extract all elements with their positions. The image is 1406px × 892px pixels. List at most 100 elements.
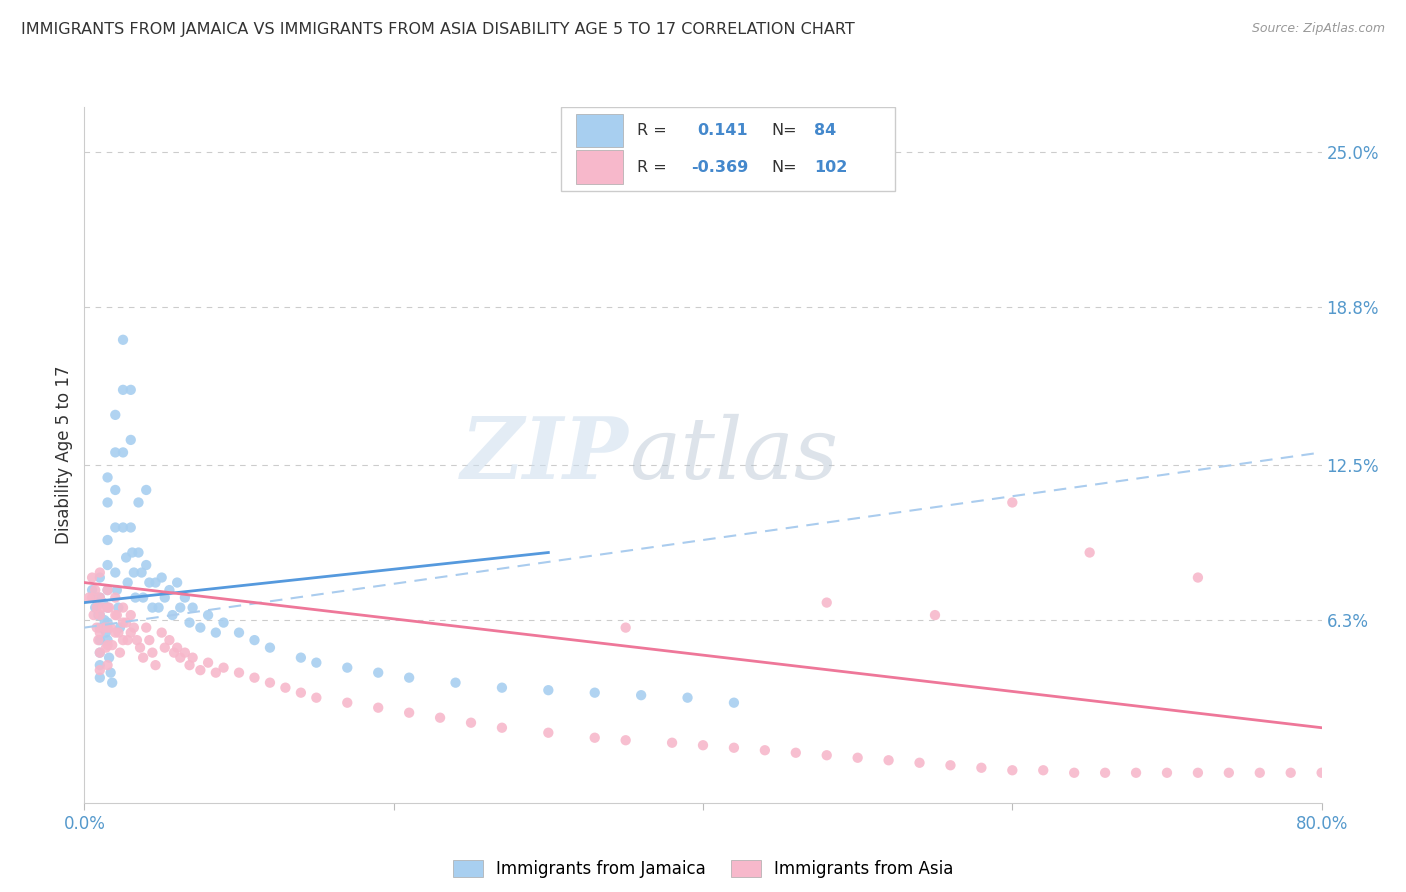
Point (120, 383, 142, 397)
Point (97, 583, 120, 598)
Point (89, 591, 111, 605)
Point (104, 625, 127, 640)
Point (1187, 765, 1209, 780)
Point (908, 756, 931, 770)
Point (84, 583, 107, 598)
Text: -0.369: -0.369 (690, 160, 748, 175)
Point (212, 660, 235, 674)
Point (100, 665, 122, 680)
Point (1001, 764, 1024, 778)
Point (112, 445, 135, 459)
Point (97, 658, 120, 673)
Point (398, 706, 420, 720)
Point (166, 575, 188, 590)
Point (108, 621, 131, 635)
Point (460, 715, 482, 730)
Text: 102: 102 (814, 160, 848, 175)
Point (97, 495, 120, 509)
Point (336, 660, 359, 674)
Point (141, 600, 163, 615)
Point (97, 615, 120, 630)
Point (86, 591, 108, 605)
Point (101, 638, 124, 652)
Point (112, 600, 135, 615)
Point (1001, 495, 1024, 509)
Point (104, 483, 127, 497)
Point (367, 665, 389, 680)
Point (259, 675, 281, 690)
Point (94, 625, 117, 640)
FancyBboxPatch shape (575, 151, 623, 184)
Point (630, 688, 652, 702)
Point (153, 640, 176, 655)
Point (101, 675, 124, 690)
Point (174, 646, 197, 660)
Point (83, 608, 105, 623)
Point (135, 483, 157, 497)
Point (692, 738, 714, 752)
Point (100, 621, 122, 635)
Point (89, 671, 111, 685)
Point (89, 608, 111, 623)
Point (305, 690, 328, 705)
Point (138, 575, 160, 590)
Point (89, 658, 111, 673)
Y-axis label: Disability Age 5 to 17: Disability Age 5 to 17 (55, 366, 73, 544)
Point (135, 558, 157, 572)
Point (120, 625, 142, 640)
Point (1125, 765, 1147, 780)
Point (181, 650, 204, 665)
Point (785, 746, 807, 760)
Point (970, 761, 993, 775)
Point (104, 445, 127, 459)
Point (112, 520, 135, 534)
Point (179, 615, 201, 630)
Point (141, 646, 163, 660)
Point (754, 743, 776, 757)
Text: Source: ZipAtlas.com: Source: ZipAtlas.com (1251, 22, 1385, 36)
Point (1249, 765, 1271, 780)
Point (583, 731, 606, 745)
Point (290, 686, 312, 700)
Point (815, 748, 838, 763)
Point (104, 608, 127, 623)
Point (228, 665, 250, 680)
Point (125, 633, 148, 648)
Point (104, 408, 127, 422)
Point (89, 646, 111, 660)
Point (444, 675, 467, 690)
Point (614, 621, 637, 635)
Point (491, 721, 513, 735)
Point (583, 686, 606, 700)
Point (98, 650, 121, 665)
Point (104, 520, 127, 534)
Point (661, 736, 683, 750)
Point (181, 600, 204, 615)
Point (159, 583, 181, 598)
Point (91, 600, 114, 615)
Point (1310, 765, 1333, 780)
Point (212, 615, 235, 630)
Point (97, 600, 120, 615)
Point (1187, 570, 1209, 584)
Point (145, 575, 167, 590)
Point (174, 591, 197, 605)
Text: 84: 84 (814, 123, 837, 138)
Point (723, 740, 745, 755)
Point (205, 625, 228, 640)
Point (815, 596, 838, 610)
Text: N=: N= (770, 123, 797, 138)
Point (150, 570, 173, 584)
Point (91, 596, 114, 610)
Point (197, 656, 219, 670)
Point (115, 615, 138, 630)
Point (145, 658, 167, 673)
Point (117, 633, 139, 648)
Point (188, 663, 212, 677)
Point (87, 633, 110, 648)
Point (104, 566, 127, 580)
Point (124, 591, 146, 605)
Point (159, 633, 181, 648)
Point (131, 566, 153, 580)
Point (148, 600, 170, 615)
